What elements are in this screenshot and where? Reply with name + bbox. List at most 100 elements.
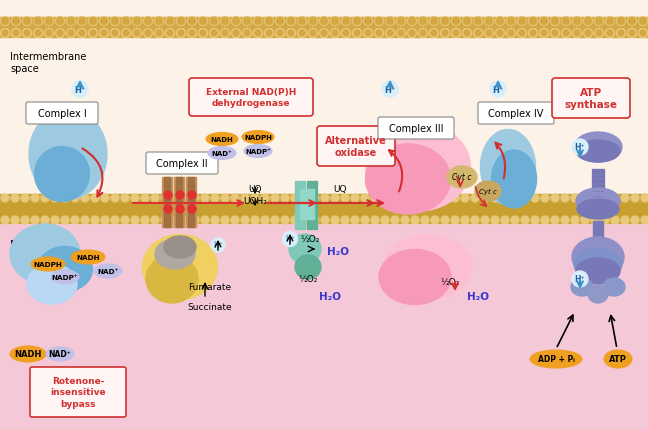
Ellipse shape bbox=[603, 278, 625, 296]
Circle shape bbox=[574, 31, 580, 37]
Circle shape bbox=[331, 216, 339, 224]
Circle shape bbox=[471, 216, 479, 224]
Ellipse shape bbox=[576, 258, 620, 284]
Circle shape bbox=[11, 216, 19, 224]
Circle shape bbox=[1, 216, 9, 224]
FancyBboxPatch shape bbox=[26, 103, 98, 125]
Text: Complex III: Complex III bbox=[389, 124, 443, 134]
Circle shape bbox=[551, 216, 559, 224]
Circle shape bbox=[220, 29, 229, 38]
Circle shape bbox=[431, 216, 439, 224]
Circle shape bbox=[411, 194, 419, 203]
Circle shape bbox=[171, 216, 179, 224]
Circle shape bbox=[507, 29, 516, 38]
Circle shape bbox=[291, 216, 299, 224]
Bar bbox=[164, 178, 170, 227]
Circle shape bbox=[253, 18, 262, 26]
Circle shape bbox=[111, 216, 119, 224]
Circle shape bbox=[491, 194, 499, 203]
Circle shape bbox=[161, 194, 169, 203]
Ellipse shape bbox=[576, 141, 620, 163]
Circle shape bbox=[551, 29, 559, 38]
Circle shape bbox=[451, 194, 459, 203]
Circle shape bbox=[601, 216, 609, 224]
Circle shape bbox=[231, 18, 240, 26]
Circle shape bbox=[496, 29, 505, 38]
Circle shape bbox=[398, 31, 404, 37]
Circle shape bbox=[343, 31, 349, 37]
Ellipse shape bbox=[384, 235, 472, 300]
Circle shape bbox=[581, 194, 589, 203]
Text: NADP⁺: NADP⁺ bbox=[52, 274, 78, 280]
Ellipse shape bbox=[143, 235, 218, 300]
Circle shape bbox=[531, 216, 539, 224]
Circle shape bbox=[530, 31, 536, 37]
Circle shape bbox=[121, 194, 129, 203]
Circle shape bbox=[583, 29, 592, 38]
Circle shape bbox=[209, 29, 218, 38]
Circle shape bbox=[201, 194, 209, 203]
Bar bbox=[0, 194, 648, 224]
Bar bbox=[0, 224, 648, 430]
Circle shape bbox=[330, 18, 340, 26]
Circle shape bbox=[72, 82, 88, 98]
Circle shape bbox=[461, 216, 469, 224]
Text: Alternative
oxidase: Alternative oxidase bbox=[325, 135, 387, 158]
Text: Complex II: Complex II bbox=[156, 159, 208, 169]
Circle shape bbox=[281, 216, 289, 224]
Text: NAD⁺: NAD⁺ bbox=[212, 150, 233, 157]
Text: H₂O: H₂O bbox=[467, 291, 489, 301]
Circle shape bbox=[341, 216, 349, 224]
Circle shape bbox=[78, 29, 86, 38]
Circle shape bbox=[154, 29, 163, 38]
Ellipse shape bbox=[31, 258, 65, 271]
Circle shape bbox=[231, 216, 239, 224]
Circle shape bbox=[641, 216, 648, 224]
Text: NADPH: NADPH bbox=[244, 135, 272, 141]
Circle shape bbox=[540, 29, 548, 38]
Circle shape bbox=[641, 194, 648, 203]
Circle shape bbox=[529, 18, 537, 25]
Circle shape bbox=[640, 18, 647, 25]
Circle shape bbox=[191, 216, 199, 224]
Circle shape bbox=[551, 194, 559, 203]
Circle shape bbox=[508, 31, 514, 37]
Circle shape bbox=[474, 18, 481, 25]
Text: Cyt c: Cyt c bbox=[479, 188, 497, 195]
Circle shape bbox=[56, 18, 65, 26]
Circle shape bbox=[112, 31, 118, 37]
Circle shape bbox=[451, 216, 459, 224]
Circle shape bbox=[364, 29, 373, 38]
Bar bbox=[295, 181, 305, 230]
Circle shape bbox=[165, 29, 174, 38]
Circle shape bbox=[421, 194, 429, 203]
Circle shape bbox=[474, 29, 483, 38]
Circle shape bbox=[397, 18, 406, 26]
Circle shape bbox=[607, 18, 614, 25]
Circle shape bbox=[187, 18, 196, 26]
Circle shape bbox=[2, 31, 8, 37]
Circle shape bbox=[188, 206, 196, 214]
Circle shape bbox=[45, 18, 54, 26]
Text: Rotenone-
insensitive
bypass: Rotenone- insensitive bypass bbox=[50, 376, 106, 408]
Ellipse shape bbox=[51, 270, 79, 284]
Circle shape bbox=[332, 31, 338, 37]
Circle shape bbox=[222, 18, 229, 25]
Text: H⁺: H⁺ bbox=[575, 275, 585, 284]
Circle shape bbox=[12, 18, 19, 25]
Circle shape bbox=[381, 194, 389, 203]
Circle shape bbox=[562, 29, 570, 38]
Circle shape bbox=[12, 18, 21, 26]
Circle shape bbox=[211, 31, 217, 37]
Circle shape bbox=[233, 18, 240, 25]
Ellipse shape bbox=[365, 124, 470, 212]
Circle shape bbox=[301, 194, 309, 203]
Circle shape bbox=[233, 31, 239, 37]
Circle shape bbox=[386, 18, 395, 26]
Circle shape bbox=[540, 18, 548, 26]
Circle shape bbox=[421, 216, 429, 224]
Circle shape bbox=[23, 29, 32, 38]
Circle shape bbox=[408, 18, 415, 25]
Circle shape bbox=[354, 18, 360, 25]
Circle shape bbox=[420, 31, 426, 37]
